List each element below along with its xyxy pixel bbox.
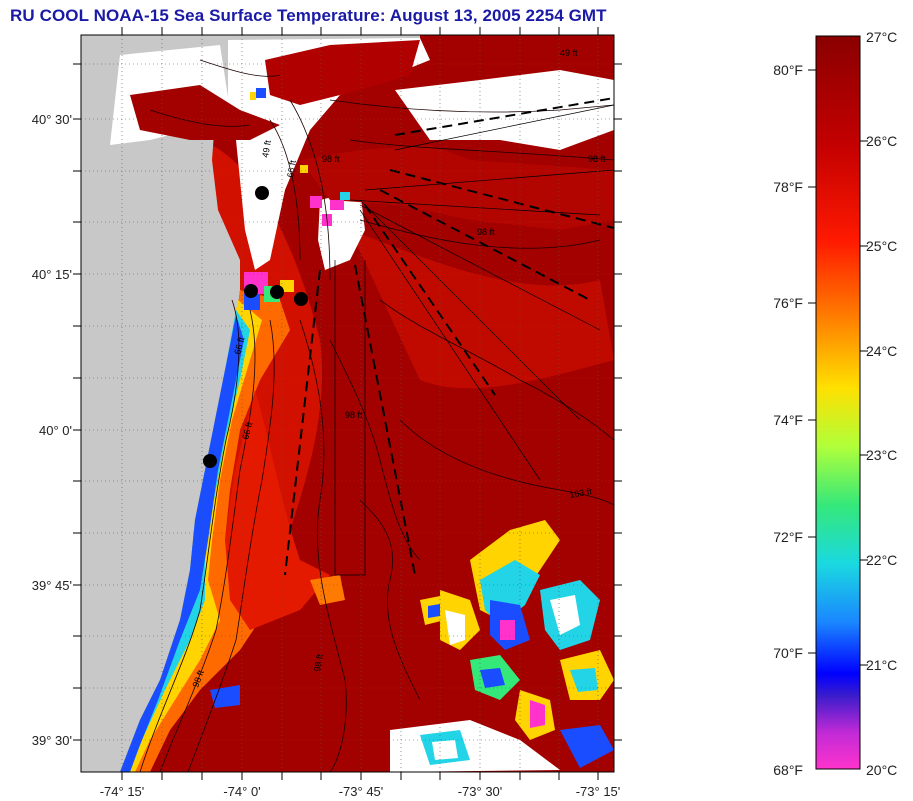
colorbar-c-label: 27°C <box>866 29 897 45</box>
colorbar-c-label: 25°C <box>866 238 897 254</box>
colorbar-c-label: 21°C <box>866 657 897 673</box>
contour-label: 98 ft <box>588 154 606 164</box>
colorbar-c-label: 26°C <box>866 133 897 149</box>
station-marker <box>244 284 258 298</box>
lat-label: 40° 0' <box>39 423 72 438</box>
station-marker <box>255 186 269 200</box>
map-frame <box>80 34 615 773</box>
colorbar-f-label: 78°F <box>773 179 803 195</box>
station-marker <box>294 292 308 306</box>
axis-ticks <box>73 27 622 780</box>
lon-label: -74° 15' <box>100 784 145 799</box>
map-title: RU COOL NOAA-15 Sea Surface Temperature:… <box>10 6 607 25</box>
contour-label: 49 ft <box>260 139 273 158</box>
colorbar-c-label: 24°C <box>866 343 897 359</box>
colorbar-f-label: 80°F <box>773 62 803 78</box>
latitude-labels: 40° 30' 40° 15' 40° 0' 39° 45' 39° 30' <box>32 112 72 748</box>
colorbar-f-label: 70°F <box>773 645 803 661</box>
temperature-colorbar: 80°F 78°F 76°F 74°F 72°F 70°F 68°F 27°C … <box>773 29 897 778</box>
station-markers <box>203 186 308 468</box>
colorbar-f-label: 74°F <box>773 412 803 428</box>
station-marker <box>270 285 284 299</box>
southeast-cold-patches <box>210 520 614 768</box>
colorbar-gradient <box>815 35 861 770</box>
longitude-labels: -74° 15' -74° 0' -73° 45' -73° 30' -73° … <box>100 784 621 799</box>
cloud-mask <box>395 70 614 150</box>
contour-label: 66 ft <box>240 421 254 441</box>
lat-label: 40° 15' <box>32 267 72 282</box>
colorbar-f-label: 72°F <box>773 529 803 545</box>
cold-pixel-patch <box>310 196 322 208</box>
warm-band <box>350 230 614 389</box>
map-area: 49 ft 98 ft 66 ft 98 ft 49 ft 98 ft 66 f… <box>81 35 614 772</box>
warm-band <box>225 390 330 630</box>
lon-label: -74° 0' <box>223 784 260 799</box>
lat-label: 39° 30' <box>32 733 72 748</box>
ocean-patch <box>265 40 420 105</box>
cold-pixel-patch <box>256 88 266 98</box>
contour-label: 98 ft <box>312 653 325 672</box>
coastal-cold-band <box>120 315 244 772</box>
colorbar-c-label: 22°C <box>866 552 897 568</box>
contour-label: 98 ft <box>322 154 340 164</box>
contour-label: 66 ft <box>232 336 246 356</box>
colorbar-c-label: 23°C <box>866 447 897 463</box>
cloud-mask <box>318 190 365 270</box>
lon-label: -73° 15' <box>576 784 621 799</box>
traffic-separation-lines <box>284 97 614 576</box>
colorbar-f-label: 76°F <box>773 295 803 311</box>
cold-pixel-patch <box>244 294 260 310</box>
lat-label: 39° 45' <box>32 578 72 593</box>
cold-pixel-patch <box>330 200 344 210</box>
land-new-jersey <box>81 35 240 772</box>
colorbar-c-label: 20°C <box>866 762 897 778</box>
colorbar-f-label: 68°F <box>773 762 803 778</box>
map-grid <box>81 35 614 772</box>
lon-label: -73° 30' <box>458 784 503 799</box>
contour-label: 98 ft <box>345 410 363 420</box>
lat-label: 40° 30' <box>32 112 72 127</box>
cold-pixel-patch <box>340 192 350 200</box>
station-marker <box>203 454 217 468</box>
contour-label: 49 ft <box>560 48 578 58</box>
contour-label: 163 ft <box>569 486 593 500</box>
contour-label: 66 ft <box>285 159 298 178</box>
cold-pixel-patch <box>280 280 294 292</box>
cold-pixel-patch <box>250 92 256 100</box>
cold-pixel-patch <box>300 165 308 173</box>
contour-label: 98 ft <box>477 227 495 237</box>
lon-label: -73° 45' <box>339 784 384 799</box>
